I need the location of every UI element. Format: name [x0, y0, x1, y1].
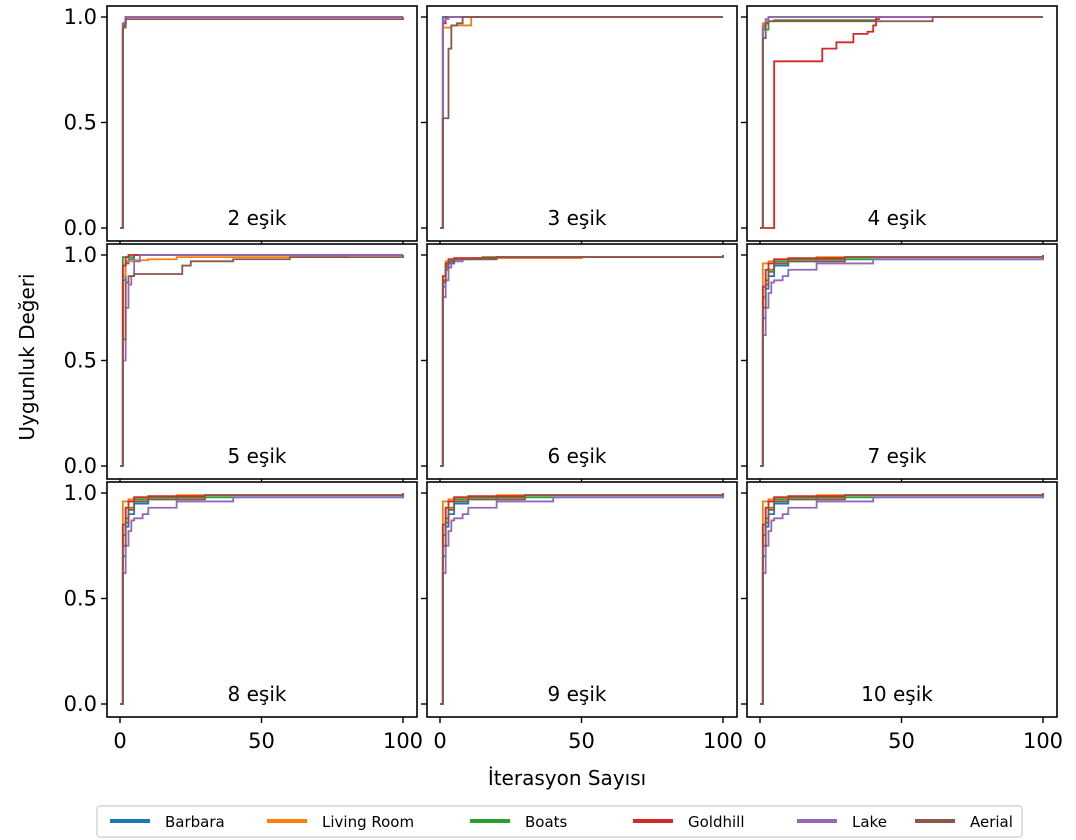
- plot-area: [747, 6, 1057, 241]
- series-line-aerial: [760, 255, 1044, 467]
- series-line-aerial: [440, 255, 724, 467]
- x-tick-label: 100: [703, 729, 743, 753]
- x-tick-label: 50: [888, 729, 915, 753]
- y-tick-label: 1.0: [64, 243, 97, 267]
- panels: 0.0 0.5 1.0 2 eşik 3 eşik 4 eşik 0.0 0.5 1.0 5 eş…: [64, 5, 1063, 753]
- subplot-label: 7 eşik: [868, 444, 927, 468]
- y-tick-label: 0.0: [64, 454, 97, 478]
- y-tick-label: 1.0: [64, 481, 97, 505]
- x-tick-label: 50: [568, 729, 595, 753]
- series-line-lake: [760, 493, 1044, 705]
- y-tick-label: 0.5: [64, 111, 97, 135]
- series-line-aerial: [120, 17, 404, 229]
- legend-label: Boats: [525, 813, 568, 831]
- subplot-label: 2 eşik: [228, 206, 287, 230]
- series-line-aerial: [440, 493, 724, 705]
- subplot-label: 5 eşik: [228, 444, 287, 468]
- series-line-aerial: [120, 493, 404, 705]
- subplot-5: 6 eşik: [421, 243, 738, 485]
- legend-label: Living Room: [322, 813, 414, 831]
- plot-area: [427, 244, 737, 479]
- subplot-7: 0.0 0.5 1.0 0 50 100 8 eşik: [64, 481, 423, 753]
- plot-area: [747, 482, 1057, 717]
- x-tick-label: 100: [383, 729, 423, 753]
- subplot-label: 8 eşik: [228, 682, 287, 706]
- legend-item-living-room: Living Room: [267, 813, 414, 831]
- series-line-aerial: [120, 255, 404, 467]
- y-tick-label: 0.0: [64, 216, 97, 240]
- x-tick-label: 100: [1023, 729, 1063, 753]
- plot-area: [107, 482, 417, 717]
- x-tick-label: 0: [753, 729, 766, 753]
- series-line-goldhill: [760, 16, 1043, 229]
- subplot-4: 0.0 0.5 1.0 5 eşik: [64, 243, 418, 485]
- subplot-3: 4 eşik: [741, 5, 1058, 247]
- legend-item-barbara: Barbara: [110, 813, 225, 831]
- subplot-label: 6 eşik: [548, 444, 607, 468]
- subplot-label: 9 eşik: [548, 682, 607, 706]
- legend-item-boats: Boats: [470, 813, 568, 831]
- subplot-1: 0.0 0.5 1.0 2 eşik: [64, 5, 418, 247]
- x-tick-label: 0: [113, 729, 126, 753]
- subplot-9: 0 50 100 10 eşik: [741, 481, 1063, 753]
- legend-label: Aerial: [970, 813, 1013, 831]
- series-line-aerial: [760, 493, 1044, 705]
- series-line-lake: [120, 493, 404, 705]
- subplot-label: 4 eşik: [868, 206, 927, 230]
- subplot-label: 10 eşik: [861, 682, 933, 706]
- legend-label: Goldhill: [688, 813, 745, 831]
- y-axis-title: Uygunluk Değeri: [15, 273, 39, 440]
- legend-item-aerial: Aerial: [915, 813, 1013, 831]
- x-axis-title: İterasyon Sayısı: [488, 766, 646, 790]
- legend-item-lake: Lake: [797, 813, 887, 831]
- y-tick-label: 0.0: [64, 692, 97, 716]
- plot-area: [427, 6, 737, 241]
- x-tick-label: 50: [248, 729, 275, 753]
- plot-area: [107, 244, 417, 479]
- legend-label: Barbara: [165, 813, 225, 831]
- y-tick-label: 0.5: [64, 587, 97, 611]
- series-line-aerial: [440, 16, 723, 229]
- subplot-8: 0 50 100 9 eşik: [421, 481, 743, 753]
- plot-area: [427, 482, 737, 717]
- legend-box: [96, 805, 1023, 838]
- legend: Barbara Living Room Boats Goldhill Lake Aeria…: [96, 805, 1023, 838]
- subplot-6: 7 eşik: [741, 243, 1058, 485]
- series-line-aerial: [760, 16, 1043, 229]
- legend-label: Lake: [852, 813, 887, 831]
- y-tick-label: 0.5: [64, 349, 97, 373]
- subplot-2: 3 eşik: [421, 5, 738, 247]
- plot-area: [747, 244, 1057, 479]
- x-tick-label: 0: [433, 729, 446, 753]
- legend-item-goldhill: Goldhill: [633, 813, 745, 831]
- series-line-lake: [760, 255, 1044, 467]
- series-line-lake: [440, 493, 724, 705]
- plot-area: [107, 6, 417, 241]
- subplot-label: 3 eşik: [548, 206, 607, 230]
- y-tick-label: 1.0: [64, 5, 97, 29]
